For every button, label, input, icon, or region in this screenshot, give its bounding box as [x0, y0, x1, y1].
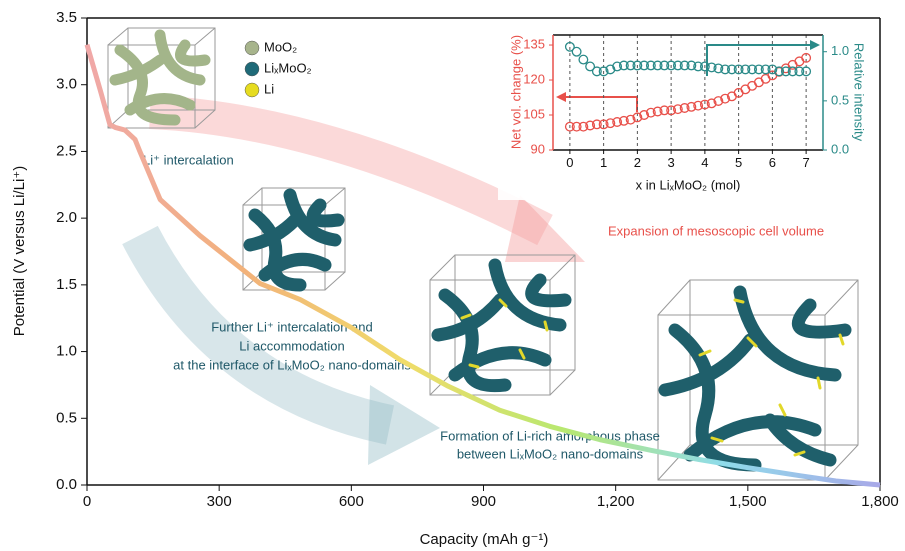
annotation: Formation of Li-rich amorphous phase — [440, 428, 660, 443]
legend-swatch — [245, 83, 259, 97]
inset-y2-axis-label: Relative intensity — [852, 43, 867, 142]
y-tick-label: 120 — [523, 71, 545, 86]
y-tick-label: 2.5 — [56, 142, 77, 159]
figure: Capacity (mAh g⁻¹) Potential (V versus L… — [0, 0, 905, 551]
x-tick-label: 1,200 — [597, 493, 635, 510]
y-axis-label: Potential (V versus Li/Li⁺) — [11, 166, 28, 337]
x-axis-label: Capacity (mAh g⁻¹) — [420, 531, 549, 548]
y-tick-label: 1.5 — [56, 276, 77, 293]
y-tick-label: 1.0 — [56, 343, 77, 360]
x-tick-label: 1,500 — [729, 493, 767, 510]
y2-tick-label: 0.0 — [831, 141, 849, 156]
x-tick-label: 900 — [471, 493, 496, 510]
inset-y-axis-label: Net vol. change (%) — [508, 35, 523, 149]
inset-x-axis-label: x in LiₓMoO₂ (mol) — [636, 177, 741, 192]
x-tick-label: 1 — [600, 155, 607, 170]
y-tick-label: 3.0 — [56, 76, 77, 93]
y-tick-label: 3.5 — [56, 9, 77, 26]
legend-swatch — [245, 41, 259, 55]
x-tick-label: 6 — [769, 155, 776, 170]
legend-label: MoO₂ — [264, 39, 297, 54]
x-tick-label: 4 — [701, 155, 708, 170]
structure-mid — [430, 255, 575, 395]
annotation: at the interface of LiₓMoO₂ nano-domains — [173, 357, 411, 372]
annotation: Expansion of mesoscopic cell volume — [608, 223, 824, 238]
annotation: between LiₓMoO₂ nano-domains — [457, 446, 644, 461]
legend-swatch — [245, 62, 259, 76]
x-tick-label: 3 — [668, 155, 675, 170]
x-tick-label: 0 — [566, 155, 573, 170]
y-tick-label: 90 — [531, 141, 545, 156]
x-tick-label: 0 — [83, 493, 91, 510]
y2-tick-label: 0.5 — [831, 92, 849, 107]
x-tick-label: 5 — [735, 155, 742, 170]
y-tick-label: 135 — [523, 36, 545, 51]
y-tick-label: 105 — [523, 106, 545, 121]
legend-label: LiₓMoO₂ — [264, 60, 312, 75]
legend-label: Li — [264, 81, 274, 96]
x-tick-label: 2 — [634, 155, 641, 170]
y-tick-label: 0.5 — [56, 409, 77, 426]
annotation: Li accommodation — [239, 338, 345, 353]
x-tick-label: 300 — [207, 493, 232, 510]
y-tick-label: 2.0 — [56, 209, 77, 226]
structure-lixmoo2 — [243, 188, 345, 290]
y2-tick-label: 1.0 — [831, 43, 849, 58]
y-tick-label: 0.0 — [56, 476, 77, 493]
x-tick-label: 7 — [803, 155, 810, 170]
x-tick-label: 600 — [339, 493, 364, 510]
inset-background — [498, 22, 870, 200]
x-tick-label: 1,800 — [861, 493, 899, 510]
structure-final — [658, 280, 858, 480]
annotation: Li⁺ intercalation — [143, 152, 234, 167]
